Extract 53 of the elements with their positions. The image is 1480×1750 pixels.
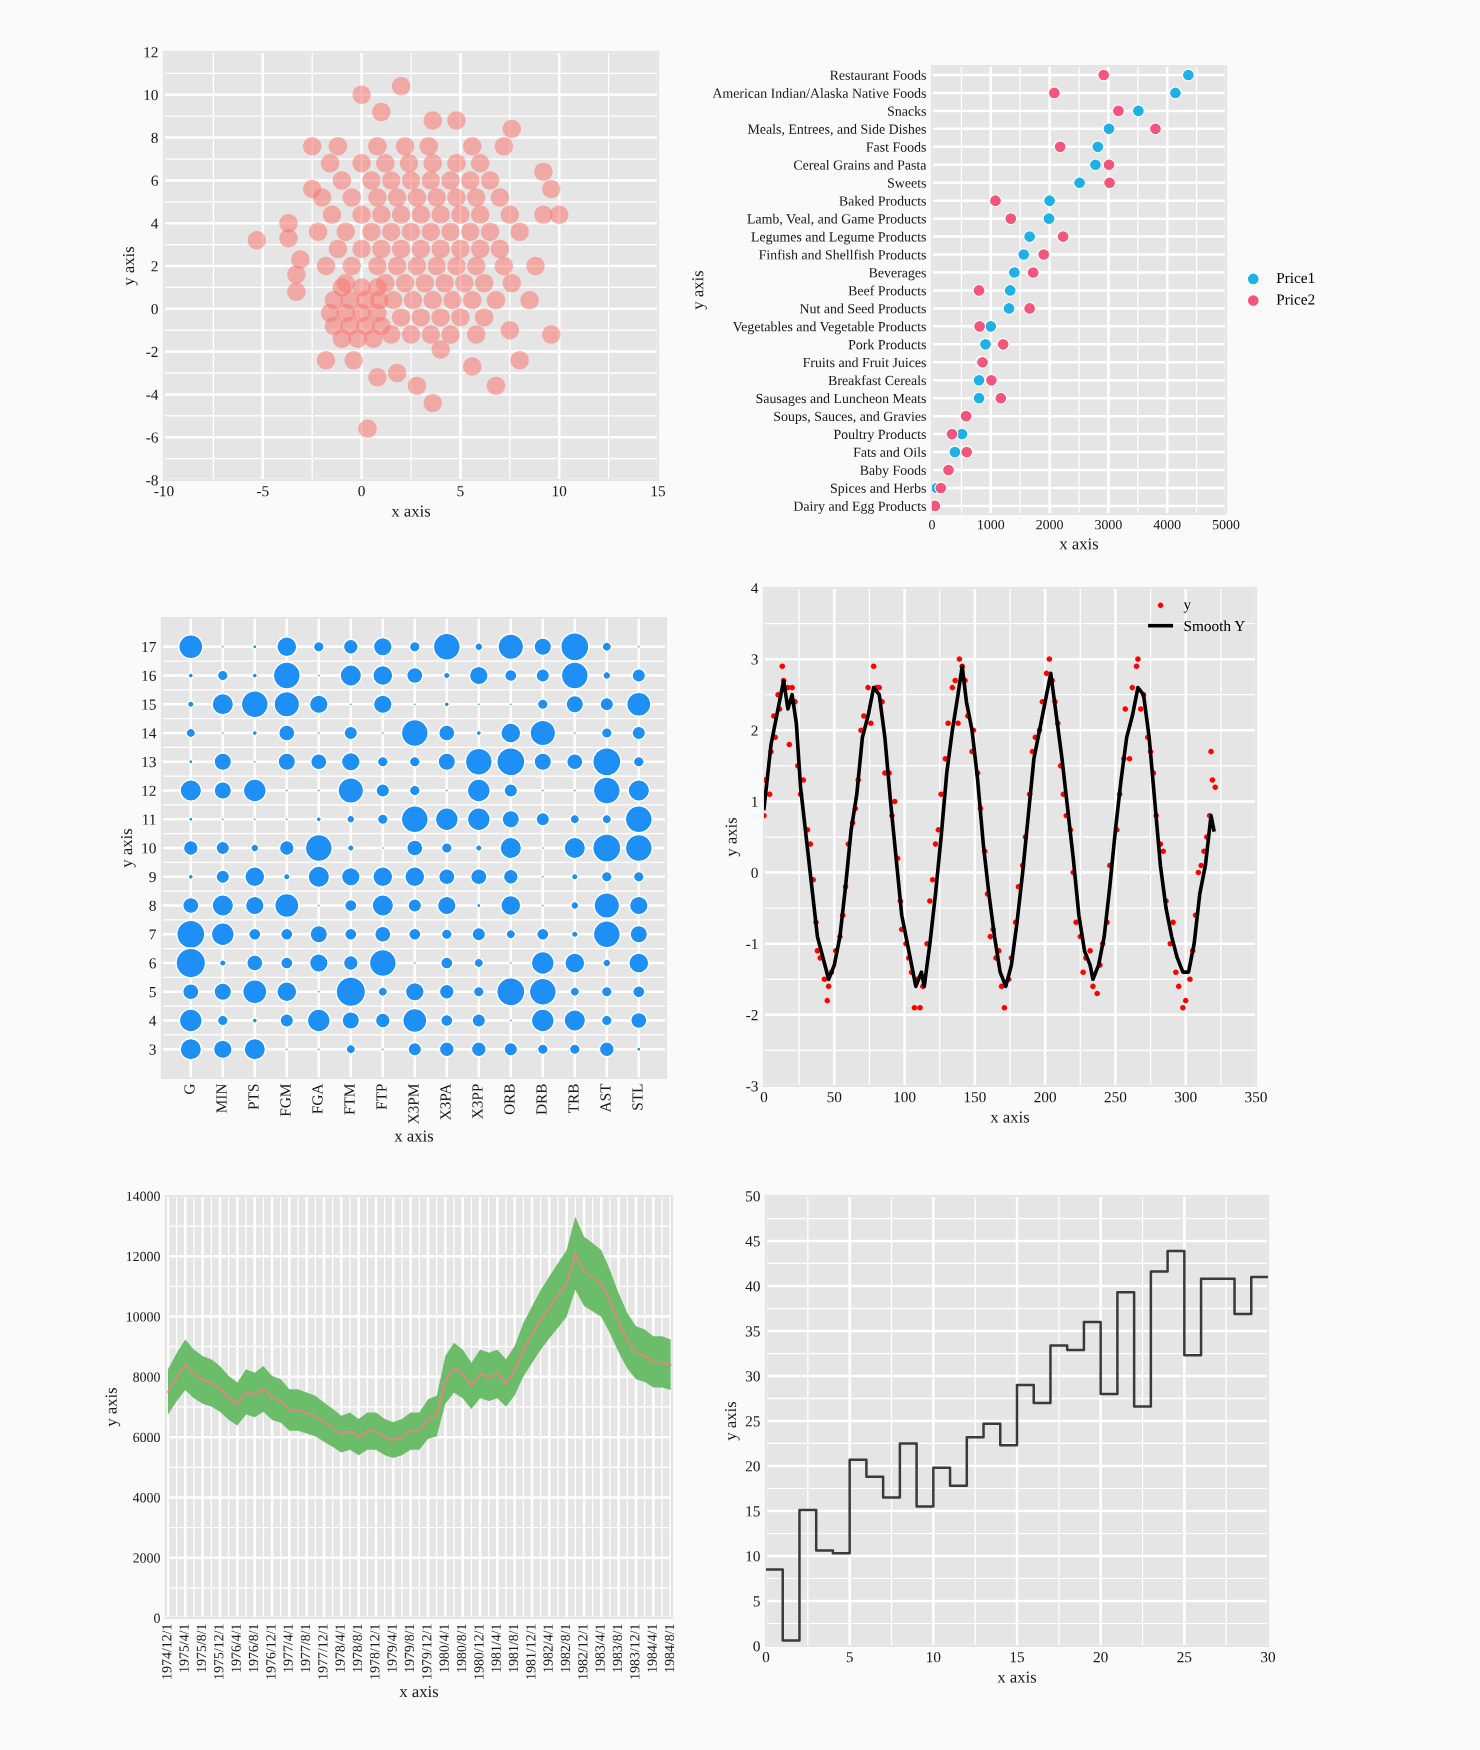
point	[1102, 158, 1116, 172]
point	[1073, 176, 1087, 190]
point	[1131, 104, 1145, 118]
y-axis-title: y axis	[692, 270, 707, 310]
x-axis-title: x axis	[399, 1685, 439, 1698]
y-axis-title: y axis	[122, 246, 138, 286]
y-axis-title: y axis	[724, 1401, 740, 1441]
point	[1148, 122, 1162, 136]
point	[972, 284, 986, 297]
point	[989, 194, 1002, 208]
x-axis-title: x axis	[997, 1671, 1037, 1683]
point	[1111, 104, 1125, 118]
x-axis-title: x axis	[391, 505, 431, 517]
point	[1003, 284, 1017, 297]
y-axis-title: y axis	[105, 1387, 121, 1427]
point	[972, 373, 986, 387]
point	[948, 445, 962, 459]
point	[972, 391, 986, 405]
point	[1053, 140, 1067, 154]
point	[1026, 266, 1040, 279]
point	[973, 319, 987, 333]
x-axis-title: x axis	[1059, 538, 1099, 550]
point	[1089, 158, 1102, 172]
point	[984, 319, 998, 333]
point	[979, 337, 992, 351]
y-axis-title: y axis	[120, 828, 136, 868]
point	[1004, 212, 1018, 226]
point	[1007, 266, 1021, 279]
point	[932, 499, 942, 513]
point	[1017, 248, 1031, 261]
point	[1023, 301, 1037, 315]
point	[1056, 230, 1070, 244]
point	[994, 391, 1008, 405]
point	[1002, 301, 1016, 315]
line-series	[167, 1252, 672, 1441]
point	[1042, 212, 1056, 226]
x-axis-title: x axis	[990, 1111, 1030, 1123]
point	[1097, 68, 1111, 82]
point	[1043, 194, 1057, 208]
point	[984, 373, 998, 387]
point	[945, 427, 959, 441]
point	[1047, 86, 1061, 100]
point	[1023, 230, 1037, 244]
y-axis-title: y axis	[725, 817, 741, 857]
point	[1091, 140, 1105, 154]
point	[1102, 122, 1116, 136]
point	[1168, 86, 1182, 100]
point	[996, 337, 1010, 351]
point	[1037, 248, 1051, 261]
x-axis-title: x axis	[394, 1130, 434, 1142]
point	[1181, 68, 1195, 82]
point	[1103, 176, 1117, 190]
point	[960, 445, 974, 459]
